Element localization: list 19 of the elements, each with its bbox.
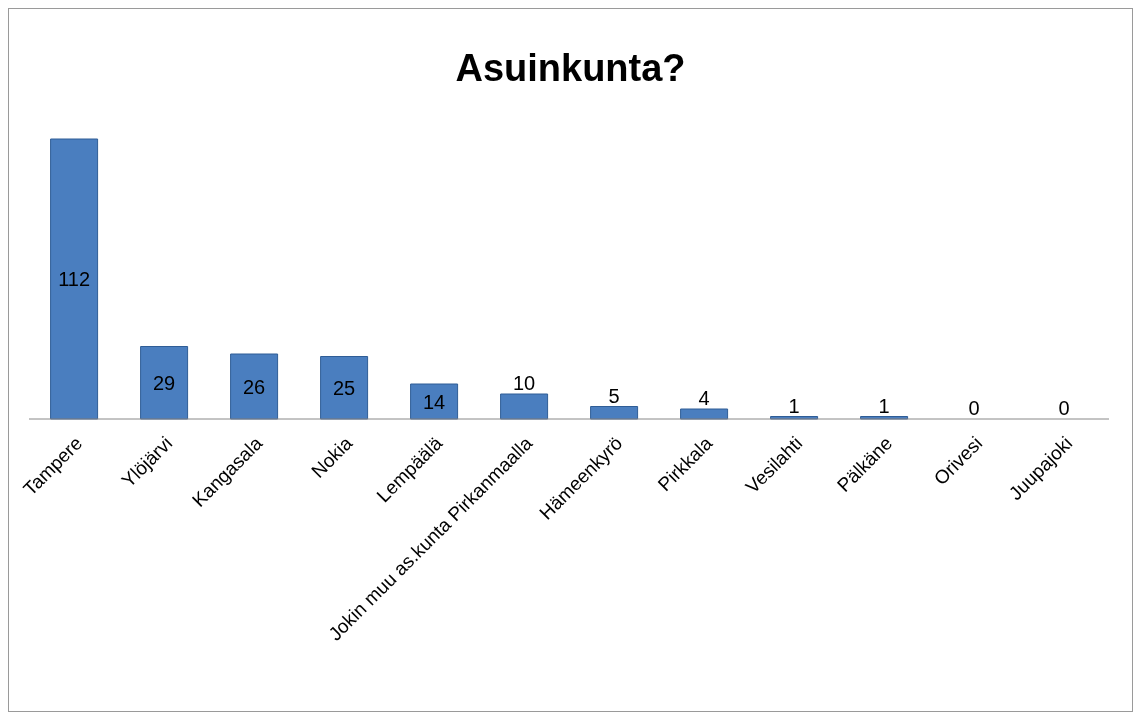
data-label: 112 bbox=[58, 268, 91, 290]
bar bbox=[230, 353, 279, 420]
data-label: 4 bbox=[698, 387, 710, 409]
data-label: 26 bbox=[242, 375, 266, 398]
bar bbox=[500, 393, 549, 420]
chart-title: Asuinkunta? bbox=[454, 47, 687, 90]
data-label: 14 bbox=[422, 390, 446, 413]
data-label: 0 bbox=[1058, 397, 1070, 419]
data-label: 5 bbox=[608, 384, 620, 407]
data-label: 10 bbox=[512, 372, 536, 394]
data-label: 1 bbox=[878, 394, 890, 417]
data-label: 1 bbox=[788, 394, 800, 417]
data-label: 25 bbox=[332, 376, 356, 399]
data-label: 29 bbox=[152, 371, 176, 394]
bar bbox=[140, 346, 189, 420]
bar bbox=[50, 138, 99, 420]
data-label: 0 bbox=[968, 397, 980, 419]
bar bbox=[320, 356, 369, 420]
bar bbox=[680, 408, 729, 420]
